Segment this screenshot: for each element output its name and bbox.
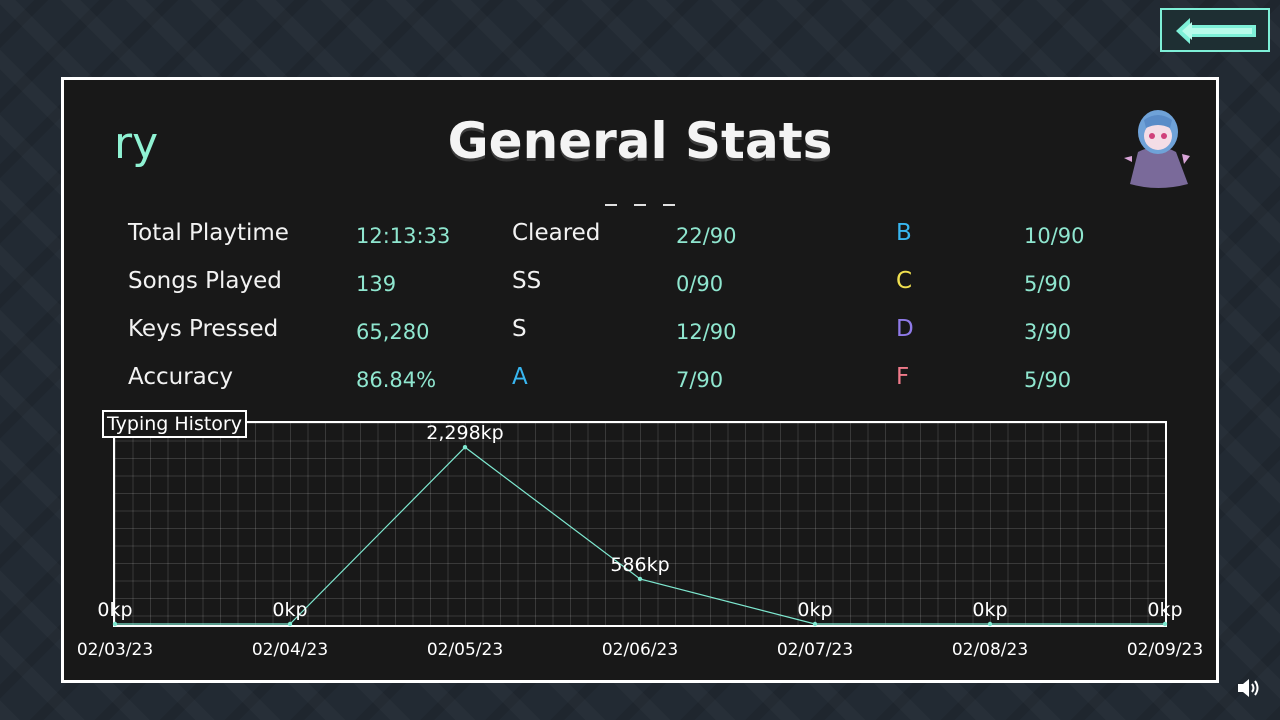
page-title: General Stats	[447, 112, 833, 170]
grade-ss-value: 0/90	[676, 272, 724, 296]
grade-ss-label: SS	[512, 268, 542, 294]
grade-b-value: 10/90	[1024, 224, 1085, 248]
x-tick-label: 02/05/23	[427, 640, 503, 660]
data-point	[112, 621, 118, 627]
data-label: 0kp	[272, 599, 307, 621]
grade-a-label: A	[512, 364, 528, 390]
x-tick-label: 02/09/23	[1127, 640, 1203, 660]
x-tick-label: 02/07/23	[777, 640, 853, 660]
data-label: 2,298kp	[426, 422, 503, 444]
grade-s-label: S	[512, 316, 527, 342]
data-point	[637, 576, 643, 582]
grade-f-label: F	[896, 364, 910, 390]
data-point	[987, 621, 993, 627]
total-playtime-label: Total Playtime	[128, 220, 289, 246]
grade-b-label: B	[896, 220, 912, 246]
cleared-value: 22/90	[676, 224, 737, 248]
data-label: 0kp	[797, 599, 832, 621]
speaker-icon[interactable]	[1236, 676, 1262, 700]
data-label: 586kp	[610, 554, 669, 576]
data-label: 0kp	[1147, 599, 1182, 621]
x-tick-label: 02/03/23	[77, 640, 153, 660]
total-playtime-value: 12:13:33	[356, 224, 451, 248]
x-tick-label: 02/08/23	[952, 640, 1028, 660]
songs-played-label: Songs Played	[128, 268, 282, 294]
back-button[interactable]	[1160, 8, 1270, 52]
cleared-label: Cleared	[512, 220, 601, 246]
page-dot	[634, 204, 646, 206]
grade-c-value: 5/90	[1024, 272, 1072, 296]
keys-pressed-label: Keys Pressed	[128, 316, 279, 342]
data-point	[812, 621, 818, 627]
data-label: 0kp	[97, 599, 132, 621]
page-indicator	[605, 191, 692, 210]
page-dot	[663, 204, 675, 206]
data-point	[462, 445, 468, 450]
grade-s-value: 12/90	[676, 320, 737, 344]
grade-c-label: C	[896, 268, 913, 294]
x-tick-label: 02/06/23	[602, 640, 678, 660]
left-arrow-icon	[1176, 18, 1256, 44]
accuracy-label: Accuracy	[128, 364, 234, 390]
grade-a-value: 7/90	[676, 368, 724, 392]
username: ry	[114, 118, 159, 169]
data-point	[287, 621, 293, 627]
keys-pressed-value: 65,280	[356, 320, 430, 344]
grade-d-label: D	[896, 316, 914, 342]
accuracy-value: 86.84%	[356, 368, 437, 392]
data-point	[1162, 621, 1168, 627]
grade-d-value: 3/90	[1024, 320, 1072, 344]
character-avatar	[1124, 110, 1190, 188]
page-dot	[605, 204, 617, 206]
songs-played-value: 139	[356, 272, 397, 296]
chart-title: Typing History	[102, 410, 247, 438]
data-label: 0kp	[972, 599, 1007, 621]
grade-f-value: 5/90	[1024, 368, 1072, 392]
x-tick-label: 02/04/23	[252, 640, 328, 660]
series-line	[115, 446, 1165, 625]
typing-history-chart	[113, 421, 1167, 627]
